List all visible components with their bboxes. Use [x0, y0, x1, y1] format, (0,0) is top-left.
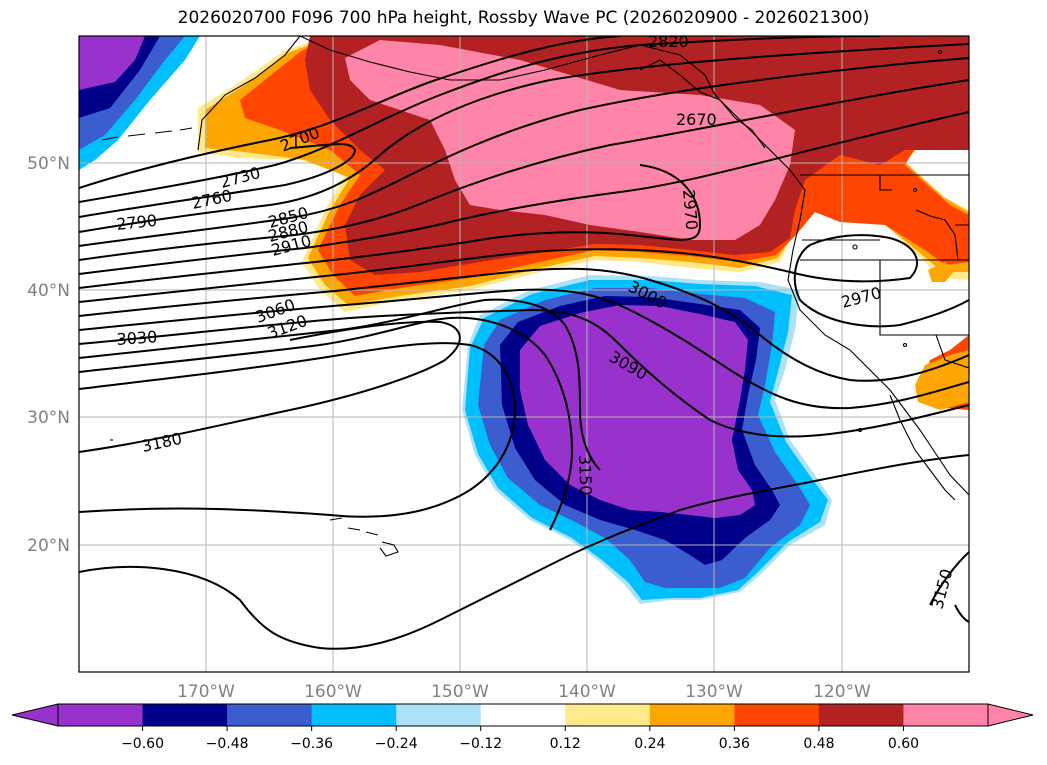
- contour-label: 2970: [679, 189, 701, 231]
- colorbar-tick-label: 0.24: [634, 736, 665, 752]
- height-contours: [79, 36, 969, 650]
- colorbar-tick-label: 0.60: [888, 736, 919, 752]
- contour-label: 3150: [928, 567, 957, 611]
- colorbar-tick-label: −0.12: [459, 736, 502, 752]
- colorbar-bin: [480, 704, 566, 726]
- map-title: 2026020700 F096 700 hPa height, Rossby W…: [177, 8, 870, 28]
- colorbar-tick-label: 0.48: [803, 736, 834, 752]
- colorbar-ticks: −0.60 −0.48 −0.36 −0.24 −0.12 0.12 0.24 0.36 0.4…: [121, 726, 919, 752]
- positive-anomaly-region: [198, 36, 969, 410]
- anomaly-fill-neg-0.60: [520, 305, 755, 518]
- lat-tick-label: 40°N: [27, 281, 70, 301]
- nw-fill-0.60: [79, 36, 145, 90]
- colorbar-tick-label: −0.60: [121, 736, 164, 752]
- colorbar-frame: [57, 703, 989, 727]
- contour-label: 2970: [839, 283, 883, 312]
- colorbar-tick-label: −0.24: [375, 736, 418, 752]
- colorbar-bin: [903, 704, 989, 726]
- longitude-ticks: 170°W 160°W 150°W 140°W 130°W 120°W: [177, 682, 871, 702]
- lon-tick-label: 150°W: [431, 682, 489, 702]
- lon-tick-label: 120°W: [813, 682, 871, 702]
- map-frame: [78, 35, 970, 673]
- nw-negative-anomaly: [79, 36, 200, 170]
- anomaly-fill-0.60: [345, 40, 795, 240]
- colorbar-bin: [565, 704, 651, 726]
- lon-tick-label: 140°W: [558, 682, 616, 702]
- colorbar-bin: [311, 704, 397, 726]
- colorbar-tick-label: 0.12: [550, 736, 581, 752]
- colorbar: −0.60 −0.48 −0.36 −0.24 −0.12 0.12 0.24 0.36 0.4…: [11, 703, 1034, 752]
- lat-tick-label: 50°N: [27, 154, 70, 174]
- colorbar-bin: [818, 704, 904, 726]
- lon-tick-label: 130°W: [685, 682, 743, 702]
- colorbar-bin: [58, 704, 144, 726]
- contour-label: 2820: [648, 32, 689, 51]
- negative-anomaly-region: [462, 275, 832, 604]
- colorbar-bin: [734, 704, 820, 726]
- colorbar-bin: [649, 704, 735, 726]
- anomaly-fill-0.24-se: [915, 350, 969, 410]
- colorbar-bin: [227, 704, 313, 726]
- lon-tick-label: 170°W: [177, 682, 235, 702]
- anomaly-fill-0.24-e: [928, 262, 955, 282]
- contour-labels: 2820 2670 2700 2730 2760 2790 2850 2880 …: [115, 32, 957, 611]
- contour-label: 3150: [575, 454, 595, 495]
- lon-tick-label: 160°W: [304, 682, 362, 702]
- contour-label: 2790: [115, 211, 157, 234]
- contour-label: 3180: [140, 429, 184, 456]
- colorbar-bin: [142, 704, 228, 726]
- colorbar-bins: [58, 704, 989, 726]
- latitude-ticks: 50°N 40°N 30°N 20°N: [27, 154, 70, 556]
- colorbar-max-extend: [987, 703, 1034, 727]
- colorbar-tick-label: −0.36: [290, 736, 333, 752]
- contour-label: 2760: [190, 186, 234, 213]
- colorbar-tick-label: −0.48: [206, 736, 249, 752]
- lat-tick-label: 30°N: [27, 408, 70, 428]
- colorbar-bin: [396, 704, 482, 726]
- map-plot-area: 2820 2670 2700 2730 2760 2790 2850 2880 …: [79, 32, 969, 672]
- colorbar-min-extend: [11, 703, 59, 727]
- contour-label: 2670: [676, 110, 717, 129]
- colorbar-tick-label: 0.36: [719, 736, 750, 752]
- contour-label: 3030: [116, 327, 158, 349]
- lat-tick-label: 20°N: [27, 536, 70, 556]
